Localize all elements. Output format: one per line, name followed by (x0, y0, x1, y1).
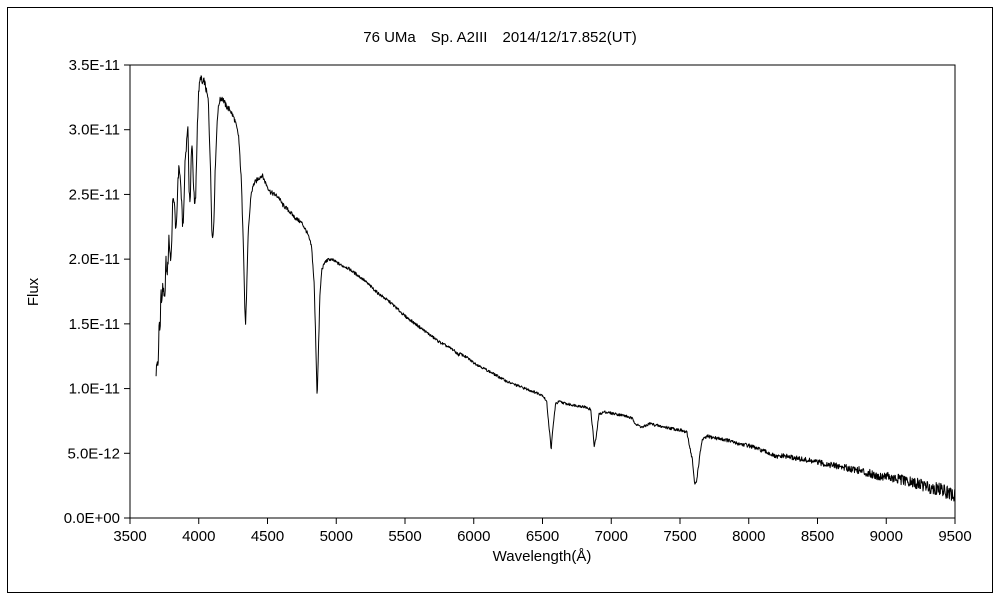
x-axis-ticks: 3500 4000 4500 5000 5500 6000 6500 7000 7500 8000… (113, 518, 972, 545)
x-tick-label: 6000 (457, 528, 490, 545)
chart-title: 76 UMa Sp. A2III 2014/12/17.852(UT) (363, 29, 636, 46)
spectrum-line (155, 75, 956, 502)
y-axis-label: Flux (25, 277, 42, 306)
y-tick-label: 2.0E-11 (69, 251, 120, 268)
y-tick-label: 1.0E-11 (69, 381, 120, 398)
y-tick-label: 3.0E-11 (69, 122, 120, 139)
y-tick-label: 2.5E-11 (69, 186, 120, 203)
x-tick-label: 7500 (663, 528, 696, 545)
y-tick-label: 0.0E+00 (64, 510, 120, 527)
x-tick-label: 9000 (870, 528, 903, 545)
y-axis-ticks: 0.0E+00 5.0E-12 1.0E-11 1.5E-11 2.0E-11 2.5E-… (64, 57, 130, 527)
x-tick-label: 8000 (732, 528, 765, 545)
y-tick-label: 1.5E-11 (69, 316, 120, 333)
x-tick-label: 8500 (801, 528, 834, 545)
outer-frame (7, 7, 993, 593)
x-tick-label: 5000 (320, 528, 353, 545)
y-tick-label: 3.5E-11 (69, 57, 120, 74)
x-tick-label: 4500 (251, 528, 284, 545)
x-tick-label: 7000 (595, 528, 628, 545)
x-tick-label: 5500 (388, 528, 421, 545)
x-axis-label: Wavelength(Å) (493, 548, 592, 565)
plot-area (129, 64, 956, 519)
x-tick-label: 6500 (526, 528, 559, 545)
x-tick-label: 9500 (938, 528, 971, 545)
x-tick-label: 4000 (182, 528, 215, 545)
x-tick-label: 3500 (113, 528, 146, 545)
y-tick-label: 5.0E-12 (67, 445, 120, 462)
